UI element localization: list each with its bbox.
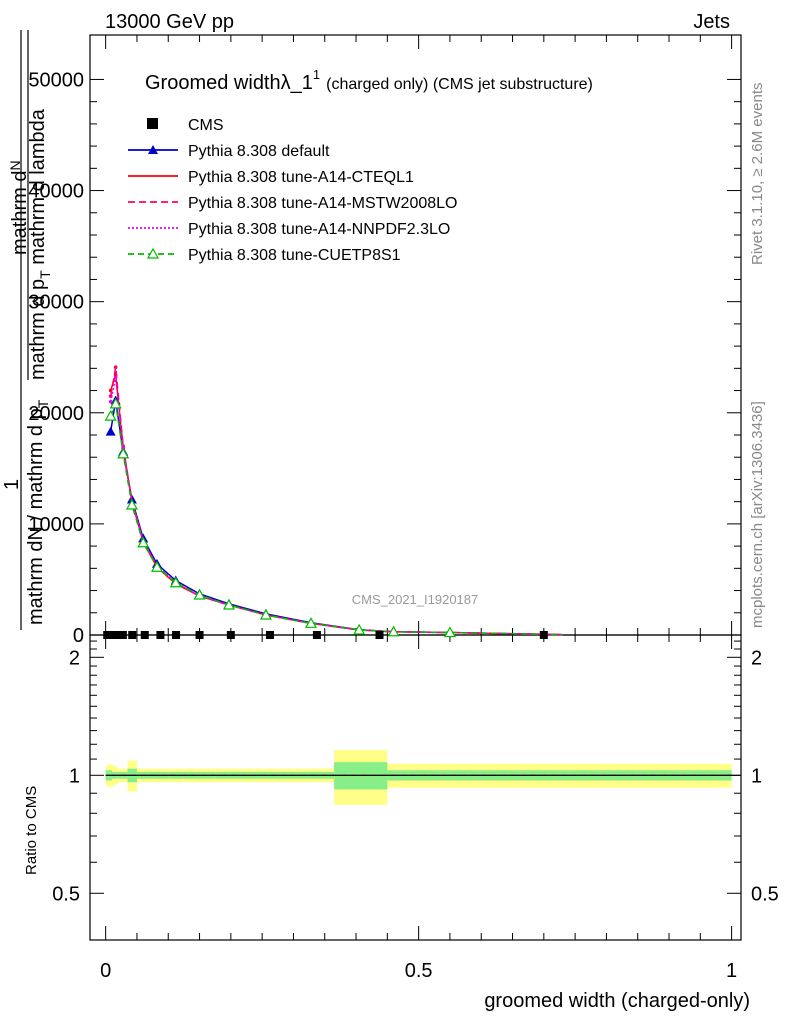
cms-point [112, 631, 121, 639]
cms-point [128, 631, 137, 639]
y-tick-label: 30000 [28, 292, 84, 314]
series-marker [137, 536, 150, 548]
cms-point [265, 631, 274, 639]
main-series [104, 365, 563, 638]
xlabel: groomed width (charged-only) [484, 990, 750, 1012]
legend-marker [148, 145, 158, 154]
series-line [109, 367, 563, 636]
legend-label: Pythia 8.308 tune-A14-NNPDF2.3LO [188, 221, 450, 238]
y-tick-label: 20000 [28, 403, 84, 425]
chart-title: Groomed widthλ_11(charged only) (CMS jet… [145, 67, 593, 94]
legend-label: Pythia 8.308 tune-A14-CTEQL1 [188, 169, 414, 186]
cms-point [539, 631, 548, 639]
ratio-ylabel: Ratio to CMS [23, 786, 40, 875]
cms-point [156, 631, 165, 639]
y-tick-label: 40000 [28, 181, 84, 203]
series-line [109, 377, 563, 636]
ylabel-numerator: 1 [1, 479, 23, 490]
cms-point [375, 631, 384, 639]
series-marker [387, 625, 400, 637]
header-right: Jets [693, 11, 730, 33]
legend-marker [146, 247, 160, 259]
ratio-y-tick-label: 1 [69, 765, 80, 787]
series-marker [169, 576, 182, 588]
main-y-axis: 0 10000 20000 30000 40000 50000 [28, 69, 741, 647]
cms-point [312, 631, 321, 639]
series-marker [193, 588, 206, 600]
legend-marker-cms [147, 118, 158, 129]
series-marker [105, 426, 116, 436]
ylabel-den-bottom: mathrm dN / mathrm d pT [25, 399, 51, 625]
cms-point [140, 631, 149, 639]
series-line [109, 401, 563, 636]
ratio-y-axis: 0.5 0.5 1 1 2 2 [52, 640, 779, 905]
series-line [109, 374, 563, 636]
series-marker [117, 447, 130, 459]
cms-point [195, 631, 204, 639]
cms-point [172, 631, 181, 639]
legend-label-cms: CMS [188, 117, 224, 134]
legend: CMS Pythia 8.308 default Pythia 8.308 tun… [128, 117, 457, 264]
legend-label: Pythia 8.308 tune-CUETP8S1 [188, 247, 401, 264]
x-tick-label: 0.5 [405, 960, 433, 982]
ratio-x-axis: 0 0.5 1 [100, 635, 737, 982]
series-marker [353, 623, 366, 635]
y-tick-label: 10000 [28, 514, 84, 536]
ratio-y-tick-label-right: 1 [751, 765, 762, 787]
cms-point [226, 631, 235, 639]
x-tick-label: 0 [100, 960, 111, 982]
series-point [113, 365, 118, 370]
mcplots-label: mcplots.cern.ch [arXiv:1306.3436] [749, 401, 766, 628]
series-line [109, 400, 563, 636]
y-tick-label: 0 [73, 625, 84, 647]
legend-label: Pythia 8.308 default [188, 143, 330, 160]
main-ylabel: 1 mathrm dN / mathrm d pT mathrm dN math… [1, 30, 53, 630]
series-point [113, 375, 118, 380]
ratio-uncertainty-bands [105, 750, 732, 805]
ratio-y-tick-label: 0.5 [52, 883, 80, 905]
series-marker [259, 608, 272, 620]
analysis-watermark: CMS_2021_I1920187 [352, 592, 479, 607]
series-marker [304, 617, 317, 628]
ylabel-den-right: mathrm d pT mathrm d lambda [27, 108, 53, 380]
series-marker [125, 498, 138, 510]
ratio-y-tick-label-right: 0.5 [751, 883, 779, 905]
legend-label: Pythia 8.308 tune-A14-MSTW2008LO [188, 195, 457, 212]
series-point [108, 399, 113, 404]
ratio-y-tick-label: 2 [69, 647, 80, 669]
ratio-y-tick-label-right: 2 [751, 647, 762, 669]
header-left: 13000 GeV pp [105, 11, 234, 33]
cms-data-points [103, 631, 548, 639]
ratio-frame [89, 634, 742, 941]
y-tick-label: 50000 [28, 69, 84, 91]
rivet-label: Rivet 3.1.10, ≥ 2.6M events [749, 83, 766, 266]
series-point [121, 445, 125, 450]
series-marker [222, 598, 235, 610]
series-marker [443, 626, 456, 638]
series-marker [109, 397, 122, 409]
series-marker [104, 409, 117, 421]
series-marker [150, 560, 163, 572]
ylabel-den-top: mathrm dN [7, 160, 31, 255]
cms-point [118, 631, 127, 639]
x-tick-label: 1 [726, 960, 737, 982]
